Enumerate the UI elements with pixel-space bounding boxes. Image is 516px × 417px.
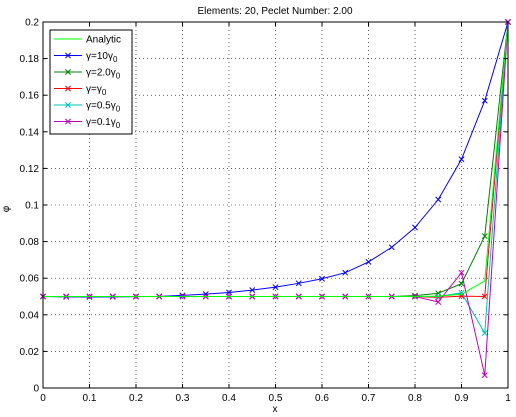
legend-marker: [65, 69, 71, 75]
x-tick-label: 0.8: [408, 393, 422, 404]
data-point: [179, 292, 186, 299]
legend-marker: [65, 102, 71, 108]
legend-label: γ=0.5γ0: [86, 101, 121, 114]
x-tick-label: 0.1: [83, 393, 97, 404]
data-point: [435, 196, 442, 203]
y-tick-label: 0.1: [25, 201, 39, 212]
data-point: [435, 299, 442, 305]
data-point: [365, 258, 372, 265]
legend-entry-analytic: Analytic: [54, 35, 121, 46]
y-tick-label: 0.12: [20, 164, 40, 175]
series-line: [43, 21, 509, 297]
y-tick-label: 0.18: [20, 54, 40, 65]
x-tick-label: 0.9: [455, 393, 469, 404]
legend-marker: [65, 118, 71, 125]
y-tick-label: 0.2: [25, 18, 39, 29]
legend-entry--0: γ=γ0: [54, 84, 107, 97]
data-point: [272, 284, 279, 291]
y-tick-label: 0.16: [20, 91, 40, 102]
y-tick-label: 0.08: [20, 237, 40, 248]
x-tick-label: 0.6: [315, 393, 329, 404]
data-point: [388, 244, 395, 251]
legend-entry--10-0: γ=10γ0: [54, 51, 118, 64]
series-analytic: [43, 21, 509, 297]
data-point: [481, 233, 488, 240]
x-tick-label: 0.7: [362, 393, 376, 404]
legend-label: Analytic: [86, 35, 121, 46]
x-axis-title: x: [273, 404, 278, 415]
legend-label: γ=2.0γ0: [86, 68, 121, 81]
x-tick-label: 1: [505, 393, 511, 404]
y-tick-label: 0.06: [20, 274, 40, 285]
data-point: [295, 280, 302, 287]
legend-entry--2.0-0: γ=2.0γ0: [54, 68, 121, 81]
legend-marker: [65, 52, 71, 59]
legend-entry--0.5-0: γ=0.5γ0: [54, 101, 121, 114]
y-tick-label: 0: [33, 384, 39, 395]
data-point: [458, 156, 465, 163]
legend-entry--0.1-0: γ=0.1γ0: [54, 117, 121, 130]
x-tick-label: 0.2: [129, 393, 143, 404]
legend-label: γ=γ0: [86, 84, 107, 97]
legend-box: [49, 29, 133, 135]
y-tick-label: 0.02: [20, 347, 40, 358]
data-point: [481, 330, 488, 337]
ticks: 0 0.1 0.2 0.3 0.4 0.5 0.6 0.7 0.8 0.9 1 0 0.02 0.04 0.…: [20, 18, 512, 405]
x-tick-label: 0.4: [222, 393, 236, 404]
data-point: [481, 372, 488, 379]
series-layer: [40, 19, 511, 379]
y-tick-label: 0.14: [20, 127, 40, 138]
data-point: [412, 224, 418, 231]
data-point: [342, 269, 349, 276]
legend: Analytic γ=10γ0 γ=2.0γ0 γ=γ0 γ=0.5γ0 γ=0.1γ0: [49, 29, 133, 135]
y-axis-title: φ: [1, 205, 12, 212]
x-tick-label: 0.3: [176, 393, 190, 404]
legend-marker: [65, 85, 71, 92]
data-point: [319, 275, 325, 282]
data-point: [249, 287, 256, 294]
y-tick-label: 0.04: [20, 310, 40, 321]
grid: [43, 22, 508, 388]
x-tick-label: 0: [40, 393, 46, 404]
data-point: [458, 269, 465, 276]
legend-label: γ=10γ0: [86, 51, 118, 64]
legend-label: γ=0.1γ0: [86, 117, 121, 130]
chart-title: Elements: 20, Peclet Number: 2.00: [197, 6, 353, 17]
x-tick-label: 0.5: [269, 393, 283, 404]
data-point: [481, 97, 488, 104]
data-point: [202, 291, 209, 298]
data-point: [481, 293, 488, 300]
